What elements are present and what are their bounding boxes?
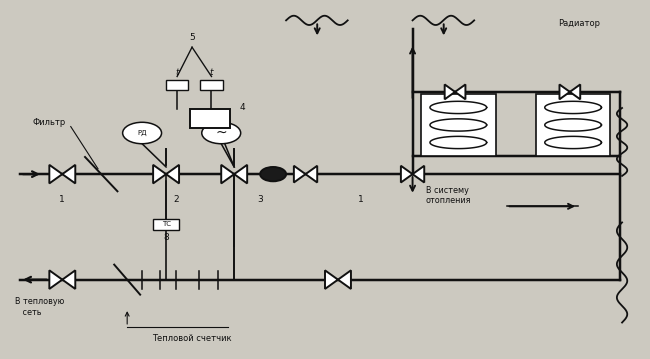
Text: 8: 8 [163,233,169,242]
Polygon shape [49,165,62,183]
Bar [166,80,188,90]
Text: Радиатор: Радиатор [558,19,600,28]
Polygon shape [49,270,62,289]
Text: ~: ~ [215,126,227,140]
Circle shape [260,167,286,181]
Polygon shape [62,270,75,289]
Polygon shape [560,84,570,99]
Text: 3: 3 [257,195,263,204]
Bar [200,80,222,90]
Text: 1: 1 [358,195,363,204]
Text: 2: 2 [173,195,179,204]
Polygon shape [62,165,75,183]
Polygon shape [306,166,317,182]
Text: В тепловую
   сеть: В тепловую сеть [15,298,64,317]
Circle shape [202,122,240,144]
Bar [421,94,495,156]
Polygon shape [294,166,306,182]
Text: Фильтр: Фильтр [32,118,66,127]
Polygon shape [570,84,580,99]
Text: 4: 4 [239,103,245,112]
Polygon shape [166,165,179,183]
Text: 5: 5 [189,33,195,42]
Polygon shape [413,166,424,182]
Text: Тепловой счетчик: Тепловой счетчик [152,334,232,343]
Text: t: t [176,67,179,76]
Bar [153,219,179,229]
Circle shape [123,122,162,144]
Polygon shape [338,270,351,289]
Polygon shape [153,165,166,183]
Polygon shape [325,270,338,289]
Text: t: t [210,67,213,76]
Polygon shape [445,84,455,99]
Polygon shape [234,165,247,183]
Text: ТС: ТС [162,221,170,227]
Text: РД: РД [137,130,147,136]
Text: В систему
отопления: В систему отопления [426,186,471,205]
Text: 1: 1 [59,195,65,204]
Polygon shape [221,165,234,183]
Polygon shape [455,84,465,99]
Bar [190,109,230,128]
Bar [536,94,610,156]
Polygon shape [401,166,413,182]
